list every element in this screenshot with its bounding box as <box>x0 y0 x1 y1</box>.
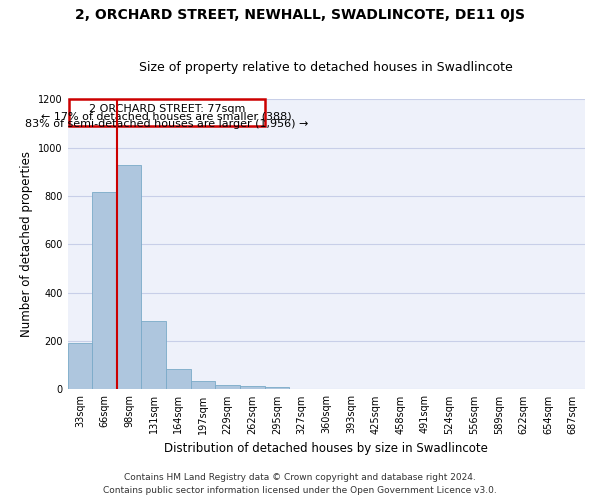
Bar <box>215 384 240 390</box>
Text: 2 ORCHARD STREET: 77sqm: 2 ORCHARD STREET: 77sqm <box>89 104 245 114</box>
Text: 83% of semi-detached houses are larger (1,956) →: 83% of semi-detached houses are larger (… <box>25 118 308 128</box>
Text: ← 17% of detached houses are smaller (388): ← 17% of detached houses are smaller (38… <box>41 112 292 122</box>
Y-axis label: Number of detached properties: Number of detached properties <box>20 152 32 338</box>
Bar <box>142 320 166 390</box>
Bar <box>92 192 117 390</box>
Text: 2, ORCHARD STREET, NEWHALL, SWADLINCOTE, DE11 0JS: 2, ORCHARD STREET, NEWHALL, SWADLINCOTE,… <box>75 8 525 22</box>
Bar <box>265 386 289 390</box>
X-axis label: Distribution of detached houses by size in Swadlincote: Distribution of detached houses by size … <box>164 442 488 455</box>
Bar <box>69 100 265 126</box>
Bar <box>240 386 265 390</box>
Bar <box>68 344 92 390</box>
Bar <box>117 164 142 390</box>
Bar <box>191 381 215 390</box>
Title: Size of property relative to detached houses in Swadlincote: Size of property relative to detached ho… <box>139 62 513 74</box>
Bar <box>166 369 191 390</box>
Text: Contains HM Land Registry data © Crown copyright and database right 2024.
Contai: Contains HM Land Registry data © Crown c… <box>103 473 497 495</box>
